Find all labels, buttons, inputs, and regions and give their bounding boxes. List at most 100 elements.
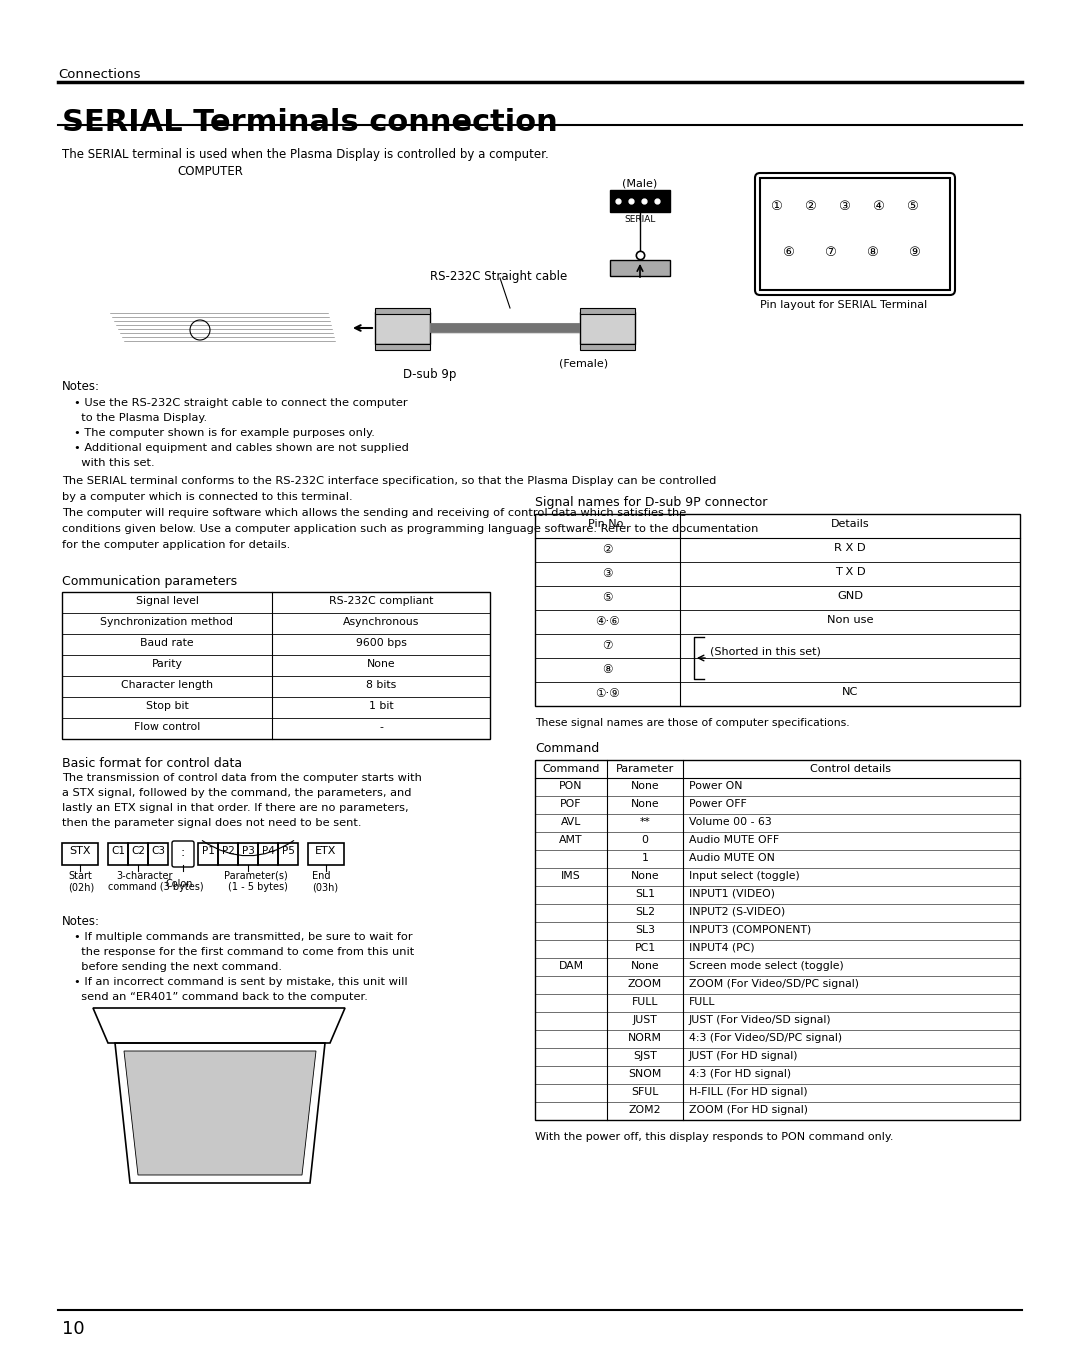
Text: PC1: PC1 xyxy=(634,943,656,953)
Text: SL2: SL2 xyxy=(635,907,654,917)
Text: ZOOM: ZOOM xyxy=(627,980,662,989)
Text: • Use the RS-232C straight cable to connect the computer: • Use the RS-232C straight cable to conn… xyxy=(75,398,407,409)
Text: P1: P1 xyxy=(202,846,215,856)
Text: 0: 0 xyxy=(642,835,648,846)
Text: 3-character: 3-character xyxy=(116,871,173,881)
Text: The computer will require software which allows the sending and receiving of con: The computer will require software which… xyxy=(62,507,686,518)
Text: ⑦: ⑦ xyxy=(824,246,836,258)
Text: ②: ② xyxy=(805,200,815,212)
Bar xyxy=(258,843,278,865)
Text: before sending the next command.: before sending the next command. xyxy=(75,962,282,971)
Text: ⑧: ⑧ xyxy=(866,246,878,258)
Bar xyxy=(129,843,148,865)
Text: Baud rate: Baud rate xyxy=(140,639,193,648)
Bar xyxy=(62,843,98,865)
Bar xyxy=(375,344,430,350)
Text: INPUT2 (S-VIDEO): INPUT2 (S-VIDEO) xyxy=(689,907,785,917)
Text: ③: ③ xyxy=(838,200,850,212)
Text: ⑦: ⑦ xyxy=(602,639,612,652)
Bar xyxy=(148,843,168,865)
Text: ZOOM (For Video/SD/PC signal): ZOOM (For Video/SD/PC signal) xyxy=(689,980,859,989)
Text: The SERIAL terminal conforms to the RS-232C interface specification, so that the: The SERIAL terminal conforms to the RS-2… xyxy=(62,476,716,486)
Text: SL3: SL3 xyxy=(635,925,654,935)
Text: Communication parameters: Communication parameters xyxy=(62,575,238,589)
Text: ⑧: ⑧ xyxy=(602,663,612,676)
Text: ⑤: ⑤ xyxy=(602,591,612,603)
Text: None: None xyxy=(631,781,659,792)
Bar xyxy=(580,313,635,344)
Text: Audio MUTE ON: Audio MUTE ON xyxy=(689,852,774,863)
Bar xyxy=(198,843,218,865)
Text: send an “ER401” command back to the computer.: send an “ER401” command back to the comp… xyxy=(75,992,368,1003)
Text: Stop bit: Stop bit xyxy=(146,701,188,710)
Text: COMPUTER: COMPUTER xyxy=(177,165,243,179)
Text: by a computer which is connected to this terminal.: by a computer which is connected to this… xyxy=(62,492,353,502)
Text: Non use: Non use xyxy=(827,616,874,625)
Text: C3: C3 xyxy=(151,846,165,856)
Text: for the computer application for details.: for the computer application for details… xyxy=(62,540,291,551)
Text: Parameter: Parameter xyxy=(616,764,674,774)
Bar xyxy=(610,260,670,276)
Text: SJST: SJST xyxy=(633,1051,657,1061)
Bar xyxy=(238,843,258,865)
Bar xyxy=(375,313,430,344)
Text: **: ** xyxy=(639,817,650,827)
Text: (Shorted in this set): (Shorted in this set) xyxy=(710,647,821,658)
Text: Notes:: Notes: xyxy=(62,915,100,928)
Text: • Additional equipment and cables shown are not supplied: • Additional equipment and cables shown … xyxy=(75,442,409,453)
Text: conditions given below. Use a computer application such as programming language : conditions given below. Use a computer a… xyxy=(62,524,758,534)
Text: ⑥: ⑥ xyxy=(782,246,794,258)
Text: NC: NC xyxy=(841,687,859,697)
Text: Colon: Colon xyxy=(165,879,192,889)
Text: :: : xyxy=(180,846,185,859)
Text: Pin layout for SERIAL Terminal: Pin layout for SERIAL Terminal xyxy=(760,300,928,310)
Text: (02h): (02h) xyxy=(68,882,94,892)
Text: The transmission of control data from the computer starts with: The transmission of control data from th… xyxy=(62,773,422,783)
Text: SERIAL Terminals connection: SERIAL Terminals connection xyxy=(62,108,557,137)
Text: Synchronization method: Synchronization method xyxy=(100,617,233,626)
Text: Signal level: Signal level xyxy=(136,597,199,606)
Text: ⑤: ⑤ xyxy=(906,200,918,212)
Text: The SERIAL terminal is used when the Plasma Display is controlled by a computer.: The SERIAL terminal is used when the Pla… xyxy=(62,147,549,161)
Text: Connections: Connections xyxy=(58,68,140,81)
Text: INPUT4 (PC): INPUT4 (PC) xyxy=(689,943,755,953)
Text: P5: P5 xyxy=(282,846,295,856)
Text: ④: ④ xyxy=(872,200,883,212)
Bar xyxy=(108,843,129,865)
Text: 4:3 (For HD signal): 4:3 (For HD signal) xyxy=(689,1069,792,1078)
Text: Screen mode select (toggle): Screen mode select (toggle) xyxy=(689,961,843,971)
Text: INPUT1 (VIDEO): INPUT1 (VIDEO) xyxy=(689,889,775,898)
Bar xyxy=(535,760,1020,1120)
Text: Input select (toggle): Input select (toggle) xyxy=(689,871,800,881)
Text: D-sub 9p: D-sub 9p xyxy=(403,368,457,382)
Bar xyxy=(535,514,1020,706)
Text: ①: ① xyxy=(770,200,782,212)
Text: command (3 bytes): command (3 bytes) xyxy=(108,882,204,892)
Text: 4:3 (For Video/SD/PC signal): 4:3 (For Video/SD/PC signal) xyxy=(689,1032,842,1043)
Text: ZOOM (For HD signal): ZOOM (For HD signal) xyxy=(689,1105,808,1115)
Text: ③: ③ xyxy=(602,567,612,580)
Text: SFUL: SFUL xyxy=(632,1086,659,1097)
Text: Asynchronous: Asynchronous xyxy=(342,617,419,626)
Text: Power OFF: Power OFF xyxy=(689,800,746,809)
Text: C1: C1 xyxy=(111,846,125,856)
Text: 1: 1 xyxy=(642,852,648,863)
Text: a STX signal, followed by the command, the parameters, and: a STX signal, followed by the command, t… xyxy=(62,787,411,798)
Text: • If multiple commands are transmitted, be sure to wait for: • If multiple commands are transmitted, … xyxy=(75,932,413,942)
Text: SERIAL: SERIAL xyxy=(624,215,656,225)
Text: Volume 00 - 63: Volume 00 - 63 xyxy=(689,817,772,827)
Text: P4: P4 xyxy=(261,846,274,856)
Text: 9600 bps: 9600 bps xyxy=(355,639,406,648)
Text: None: None xyxy=(631,961,659,971)
Text: None: None xyxy=(631,871,659,881)
Text: Command: Command xyxy=(542,764,599,774)
Text: With the power off, this display responds to PON command only.: With the power off, this display respond… xyxy=(535,1132,893,1142)
Text: (Male): (Male) xyxy=(622,179,658,188)
Text: GND: GND xyxy=(837,591,863,601)
Text: to the Plasma Display.: to the Plasma Display. xyxy=(75,413,207,423)
Polygon shape xyxy=(124,1051,316,1174)
Text: RS-232C compliant: RS-232C compliant xyxy=(328,597,433,606)
Text: Control details: Control details xyxy=(810,764,891,774)
Text: ②: ② xyxy=(602,543,612,556)
Text: INPUT3 (COMPONENT): INPUT3 (COMPONENT) xyxy=(689,925,811,935)
